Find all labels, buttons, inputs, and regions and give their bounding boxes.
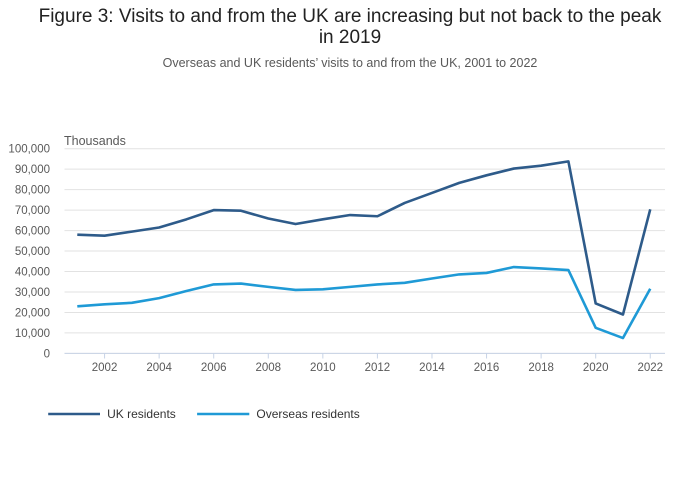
svg-text:50,000: 50,000 <box>15 246 50 258</box>
svg-text:80,000: 80,000 <box>15 185 50 197</box>
svg-text:UK residents: UK residents <box>107 407 176 421</box>
svg-text:100,000: 100,000 <box>8 144 50 156</box>
svg-text:2004: 2004 <box>146 362 172 374</box>
svg-text:90,000: 90,000 <box>15 164 50 176</box>
svg-text:10,000: 10,000 <box>15 328 50 340</box>
svg-text:2002: 2002 <box>92 362 118 374</box>
svg-text:Overseas residents: Overseas residents <box>256 407 359 421</box>
svg-text:40,000: 40,000 <box>15 267 50 279</box>
svg-text:2016: 2016 <box>474 362 500 374</box>
svg-text:20,000: 20,000 <box>15 307 50 319</box>
svg-text:2020: 2020 <box>583 362 609 374</box>
svg-text:2012: 2012 <box>365 362 391 374</box>
svg-text:2008: 2008 <box>255 362 281 374</box>
svg-text:2018: 2018 <box>528 362 554 374</box>
svg-text:0: 0 <box>44 348 50 360</box>
svg-text:2022: 2022 <box>637 362 663 374</box>
svg-text:2006: 2006 <box>201 362 227 374</box>
svg-text:30,000: 30,000 <box>15 287 50 299</box>
svg-text:70,000: 70,000 <box>15 205 50 217</box>
svg-text:2014: 2014 <box>419 362 445 374</box>
svg-text:2010: 2010 <box>310 362 336 374</box>
svg-text:60,000: 60,000 <box>15 226 50 238</box>
